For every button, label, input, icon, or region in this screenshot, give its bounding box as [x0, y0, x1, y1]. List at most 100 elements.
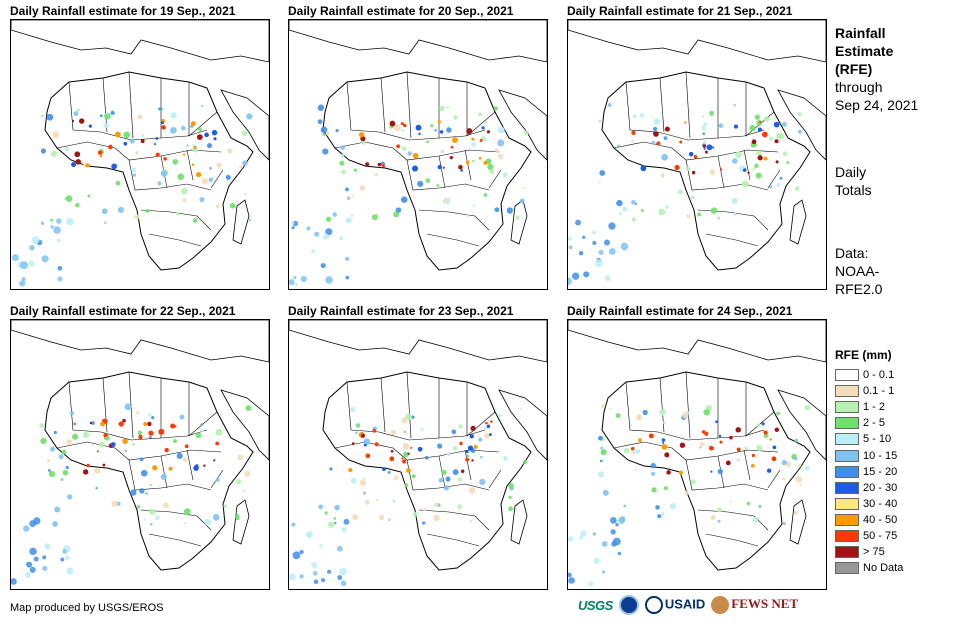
rain-cell [508, 506, 513, 512]
country-border [148, 533, 202, 547]
rain-cell [413, 511, 418, 517]
ocean-rain-cell [339, 567, 347, 576]
rain-cell [651, 140, 656, 146]
heavy-rain-cell [450, 145, 454, 149]
heavy-rain-cell [706, 144, 713, 151]
rain-cell [653, 118, 660, 125]
country-border [160, 455, 168, 489]
heavy-rain-cell [693, 155, 698, 159]
heavy-rain-cell [110, 442, 116, 448]
ocean-rain-cell [29, 566, 36, 573]
heavy-rain-cell [168, 466, 173, 471]
rain-cell [623, 447, 630, 454]
rain-cell [140, 469, 148, 477]
rain-cell [170, 126, 177, 134]
heavy-rain-cell [757, 127, 762, 132]
rain-cell [662, 421, 666, 424]
rain-cell [393, 124, 401, 132]
heavy-rain-cell [412, 152, 419, 159]
heavy-rain-cell [382, 467, 386, 472]
heavy-rain-cell [710, 470, 713, 473]
heavy-rain-cell [138, 436, 143, 440]
rain-cell [241, 130, 248, 136]
ocean-rain-cell [320, 263, 326, 269]
heavy-rain-cell [78, 118, 85, 124]
rain-cell [434, 129, 437, 132]
ocean-rain-cell [340, 580, 347, 587]
rain-cell [149, 436, 152, 439]
rain-cell [104, 221, 107, 224]
rain-cell [141, 134, 145, 137]
fews-seal-icon [711, 596, 730, 614]
heavy-rain-cell [99, 154, 103, 158]
rain-cell [651, 487, 657, 493]
ocean-rain-cell [299, 574, 304, 579]
rain-cell [782, 521, 786, 526]
ocean-rain-cell [28, 260, 35, 267]
rain-cell [472, 204, 475, 207]
rain-cell [794, 456, 798, 461]
ocean-rain-cell [582, 235, 586, 239]
heavy-rain-cell [485, 421, 488, 425]
ocean-rain-cell [571, 272, 580, 280]
country-border [625, 381, 765, 441]
rain-cell [479, 478, 486, 486]
legend-swatch [835, 369, 859, 382]
rain-cell [497, 153, 504, 160]
rain-cell [197, 127, 202, 132]
rain-cell [442, 199, 448, 204]
rain-cell [143, 518, 147, 521]
heavy-rain-cell [678, 470, 683, 475]
ocean-rain-cell [53, 226, 61, 234]
legend-item: > 75 [835, 544, 903, 560]
rain-cell [661, 153, 668, 161]
rain-cell [478, 437, 483, 442]
rain-cell [392, 500, 395, 503]
country-border [426, 233, 480, 247]
rain-cell [139, 457, 144, 462]
rain-cell [709, 169, 716, 176]
rain-cell [769, 185, 773, 189]
heavy-rain-cell [465, 160, 470, 165]
ocean-rain-cell [580, 530, 587, 537]
heavy-rain-cell [215, 441, 220, 446]
heavy-rain-cell [648, 433, 654, 439]
heavy-rain-cell [204, 132, 209, 138]
madagascar-coastline [510, 199, 528, 245]
legend-swatch [835, 465, 859, 478]
rain-cell [387, 471, 391, 474]
rain-cell [650, 462, 656, 469]
rain-cell [746, 501, 751, 506]
rain-cell [131, 167, 137, 173]
legend-swatch [835, 433, 859, 446]
heavy-rain-cell [400, 122, 404, 126]
heavy-rain-cell [712, 146, 715, 149]
legend-swatch [835, 562, 859, 575]
rainfall-map [567, 19, 827, 290]
heavy-rain-cell [664, 452, 670, 458]
rain-cell [630, 139, 634, 143]
europe-coastline [11, 20, 269, 63]
legend-label: > 75 [863, 546, 885, 559]
rain-cell [329, 467, 333, 471]
rain-cell [324, 511, 328, 515]
heavy-rain-cell [122, 418, 126, 423]
madagascar-coastline [510, 499, 528, 545]
ocean-rain-cell [42, 555, 47, 560]
rain-cell [195, 432, 202, 439]
ocean-rain-cell [291, 226, 295, 230]
rain-cell [697, 212, 702, 217]
ocean-rain-cell [568, 577, 575, 584]
heavy-rain-cell [449, 156, 453, 160]
rain-cell [40, 437, 47, 445]
heavy-rain-cell [478, 156, 482, 160]
rain-cell [797, 112, 802, 117]
heavy-rain-cell [196, 171, 202, 178]
heavy-rain-cell [164, 447, 169, 453]
rain-cell [124, 449, 128, 453]
rain-cell [355, 431, 358, 435]
rain-cell [446, 452, 451, 457]
heavy-rain-cell [74, 151, 81, 158]
rain-cell [177, 173, 185, 181]
heavy-rain-cell [190, 121, 196, 127]
